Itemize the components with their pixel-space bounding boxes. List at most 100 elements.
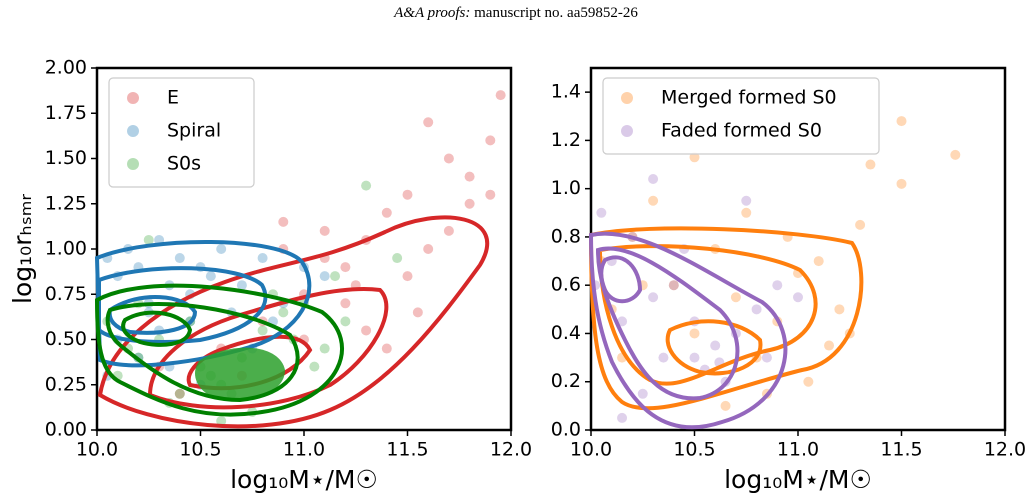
kde-contour xyxy=(147,287,389,410)
legend-marker xyxy=(127,125,139,137)
y-tick-label: 1.0 xyxy=(551,177,581,199)
point xyxy=(648,292,659,303)
point xyxy=(617,316,628,327)
point xyxy=(340,316,351,327)
point xyxy=(143,234,154,245)
point xyxy=(340,298,351,309)
point xyxy=(278,216,289,227)
point xyxy=(319,271,330,282)
point xyxy=(720,400,731,411)
kde-contour xyxy=(588,226,864,411)
point xyxy=(855,219,866,230)
point xyxy=(637,388,648,399)
y-tick-label: 0.50 xyxy=(45,328,87,350)
point xyxy=(495,90,506,101)
x-tick-label: 12.0 xyxy=(984,439,1026,461)
point xyxy=(596,207,607,218)
y-tick-label: 0.75 xyxy=(45,283,87,305)
x-tick-label: 11.0 xyxy=(777,439,819,461)
point xyxy=(668,280,679,291)
point xyxy=(257,253,268,264)
point xyxy=(278,307,289,318)
y-tick-label: 0.6 xyxy=(551,274,581,296)
y-tick-label: 1.50 xyxy=(45,147,87,169)
x-tick-label: 10.5 xyxy=(179,439,221,461)
point xyxy=(803,376,814,387)
panel-left: 10.0 10.5 11.0 11.5 12.0 0.00 0.25 0.50 0.75 1.00… xyxy=(8,57,532,495)
point xyxy=(361,180,372,191)
x-tick-label: 11.0 xyxy=(283,439,325,461)
point xyxy=(402,271,413,282)
x-axis-label: log₁₀M⋆/M☉ xyxy=(230,465,378,494)
legend-marker xyxy=(621,92,633,104)
x-tick-label: 10.0 xyxy=(76,439,118,461)
point xyxy=(689,328,700,339)
point xyxy=(730,292,741,303)
point xyxy=(834,304,845,315)
kde-contour xyxy=(94,283,344,417)
legend-label: E xyxy=(167,87,179,109)
point xyxy=(689,152,700,163)
kde-contour xyxy=(597,244,818,386)
point xyxy=(485,135,496,146)
legend-label: Faded formed S0 xyxy=(661,120,822,142)
x-axis-label: log₁₀M⋆/M☉ xyxy=(724,465,872,494)
point xyxy=(340,262,351,273)
point xyxy=(443,153,454,164)
point xyxy=(751,304,762,315)
point xyxy=(648,195,659,206)
point xyxy=(443,225,454,236)
journal: A&A proofs: xyxy=(393,5,470,21)
point xyxy=(423,117,434,128)
kde-contour xyxy=(595,246,740,401)
point xyxy=(330,271,341,282)
point xyxy=(896,116,907,127)
legend-label: S0s xyxy=(167,153,201,175)
point xyxy=(216,415,227,426)
point xyxy=(412,307,423,318)
point xyxy=(309,361,320,372)
point xyxy=(793,292,803,303)
kde-contour xyxy=(599,255,643,304)
point xyxy=(865,159,876,170)
y-tick-label: 0.0 xyxy=(551,419,581,441)
panel-right: 10.0 10.5 11.0 11.5 12.0 0.0 0.2 0.4 0.6 0.8 1.0 1.… xyxy=(551,66,1026,494)
point xyxy=(381,343,392,354)
point xyxy=(617,412,628,423)
y-axis-label: log₁₀rₕₛₘᵣ xyxy=(8,194,37,304)
x-tick-label: 10.5 xyxy=(673,439,715,461)
point xyxy=(741,195,752,206)
point xyxy=(174,388,185,399)
point xyxy=(464,198,475,209)
y-tick-label: 0.2 xyxy=(551,370,581,392)
kde-contours-left xyxy=(94,215,490,429)
x-tick-label: 10.0 xyxy=(570,439,612,461)
axes-frame xyxy=(95,66,513,432)
legend-frame xyxy=(602,77,880,155)
kde-contour xyxy=(105,302,300,403)
point xyxy=(236,280,247,291)
kde-fill xyxy=(195,347,285,401)
point xyxy=(950,149,961,160)
kde-contour xyxy=(588,231,788,430)
x-tick-label: 11.5 xyxy=(880,439,922,461)
point xyxy=(741,207,752,218)
point xyxy=(205,271,216,282)
point xyxy=(319,225,330,236)
legend-label: Spiral xyxy=(167,120,221,142)
point xyxy=(402,189,413,200)
kde-contours-right xyxy=(588,226,864,430)
y-tick-label: 0.8 xyxy=(551,225,581,247)
point xyxy=(761,352,772,363)
point xyxy=(361,325,372,336)
point xyxy=(392,253,403,264)
y-tick-label: 0.00 xyxy=(45,419,87,441)
point xyxy=(381,207,392,218)
point xyxy=(668,280,679,291)
legend-label: Merged formed S0 xyxy=(661,87,837,109)
point xyxy=(648,174,659,185)
y-tick-label: 0.4 xyxy=(551,322,581,344)
x-tick-label: 12.0 xyxy=(490,439,532,461)
point xyxy=(485,189,496,200)
